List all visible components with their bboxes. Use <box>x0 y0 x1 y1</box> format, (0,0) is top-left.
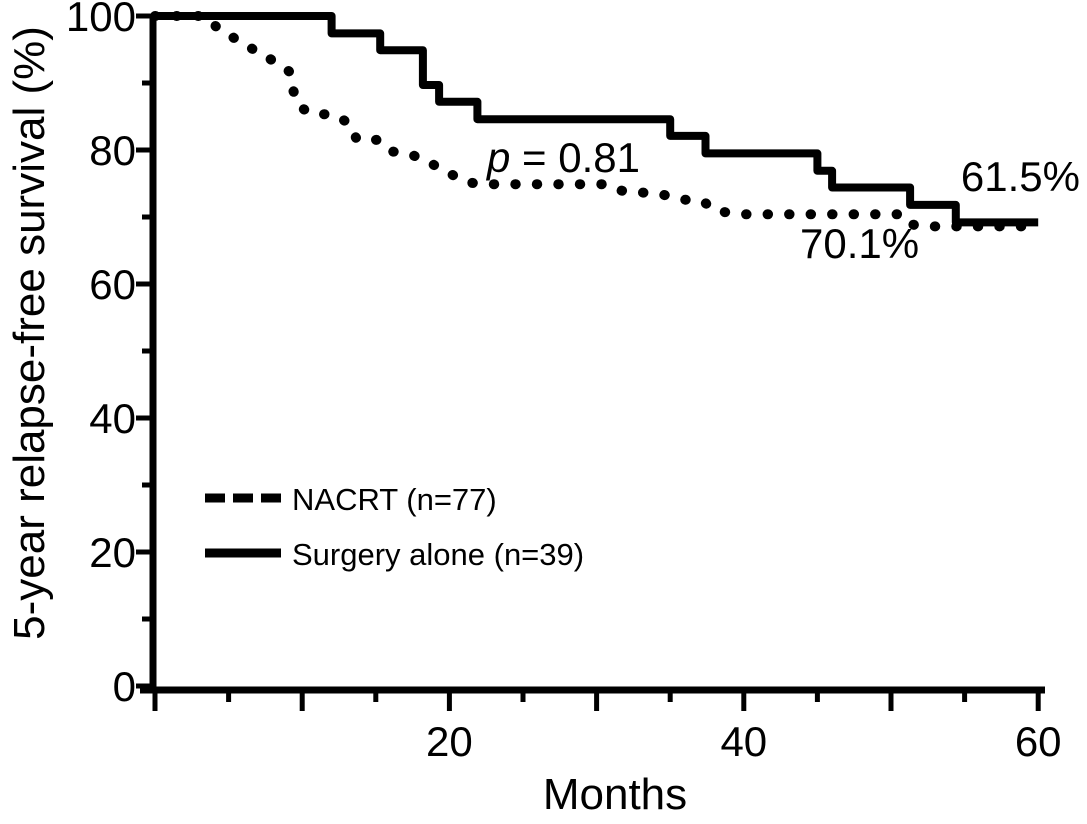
legend-label-nacrt: NACRT (n=77) <box>292 482 497 517</box>
surgery-alone-curve <box>155 12 1039 227</box>
y-tick-label: 80 <box>89 127 136 174</box>
surgery-rate-label: 61.5% <box>961 153 1080 200</box>
y-tick-label: 100 <box>66 0 136 40</box>
p-value-rest: = 0.81 <box>522 134 640 181</box>
chart-generated-layer: 0 20 40 60 80 100 20 40 60 <box>66 0 1062 765</box>
x-tick-label: 60 <box>1015 718 1062 765</box>
p-value-italic: p <box>485 134 510 181</box>
y-axis-title: 5-year relapse-free survival (%) <box>5 26 54 640</box>
legend: NACRT (n=77) Surgery alone (n=39) <box>205 482 584 572</box>
nacrt-rate-label: 70.1% <box>800 220 919 267</box>
nacrt-curve <box>150 11 1044 232</box>
y-tick-label: 60 <box>89 261 136 308</box>
p-value-label: p = 0.81 <box>485 134 640 181</box>
x-axis-title: Months <box>543 770 687 819</box>
legend-label-surgery: Surgery alone (n=39) <box>292 537 584 572</box>
y-tick-label: 40 <box>89 395 136 442</box>
x-tick-label: 20 <box>426 718 473 765</box>
y-tick-label: 0 <box>113 663 136 710</box>
x-tick-label: 40 <box>720 718 767 765</box>
y-tick-label: 20 <box>89 529 136 576</box>
